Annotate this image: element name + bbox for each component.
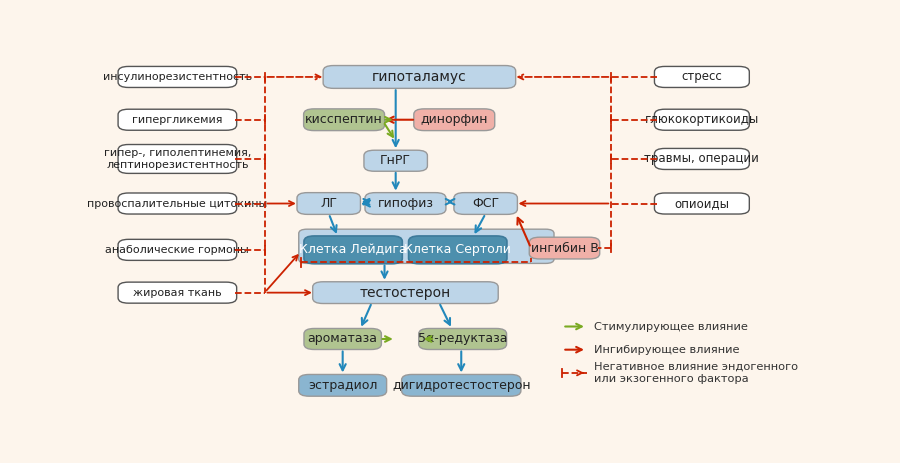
FancyBboxPatch shape	[312, 282, 499, 304]
FancyBboxPatch shape	[654, 149, 750, 169]
Text: стресс: стресс	[681, 70, 723, 83]
FancyBboxPatch shape	[409, 236, 507, 264]
Text: дигидротестостерон: дигидротестостерон	[392, 379, 531, 392]
Text: ЛГ: ЛГ	[320, 197, 338, 210]
Text: ФСГ: ФСГ	[472, 197, 500, 210]
Text: глюкокортикоиды: глюкокортикоиды	[644, 113, 759, 126]
FancyBboxPatch shape	[654, 193, 750, 214]
Text: 5α-редуктаза: 5α-редуктаза	[418, 332, 508, 345]
FancyBboxPatch shape	[414, 109, 495, 131]
FancyBboxPatch shape	[297, 193, 361, 214]
FancyBboxPatch shape	[118, 282, 237, 303]
Text: опиоиды: опиоиды	[674, 197, 729, 210]
Text: инсулинорезистентность: инсулинорезистентность	[103, 72, 252, 82]
FancyBboxPatch shape	[299, 229, 554, 263]
FancyBboxPatch shape	[118, 144, 237, 173]
Text: Ингибирующее влияние: Ингибирующее влияние	[594, 344, 739, 355]
FancyBboxPatch shape	[303, 109, 384, 131]
Text: динорфин: динорфин	[420, 113, 488, 126]
Text: травмы, операции: травмы, операции	[644, 152, 760, 165]
Text: ГнРГ: ГнРГ	[380, 154, 411, 167]
Text: кисспептин: кисспептин	[305, 113, 382, 126]
Text: провоспалительные цитокины: провоспалительные цитокины	[87, 199, 267, 208]
FancyBboxPatch shape	[454, 193, 518, 214]
FancyBboxPatch shape	[418, 328, 507, 350]
FancyBboxPatch shape	[299, 375, 387, 396]
Text: Негативное влияние эндогенного
или экзогенного фактора: Негативное влияние эндогенного или экзог…	[594, 362, 798, 384]
FancyBboxPatch shape	[529, 237, 599, 259]
Text: эстрадиол: эстрадиол	[308, 379, 377, 392]
Text: тестостерон: тестостерон	[360, 286, 451, 300]
FancyBboxPatch shape	[304, 236, 402, 264]
Text: Клетка Сертоли: Клетка Сертоли	[404, 244, 511, 257]
FancyBboxPatch shape	[654, 66, 750, 88]
FancyBboxPatch shape	[323, 66, 516, 88]
Text: Клетка Лейдига: Клетка Лейдига	[300, 244, 407, 257]
FancyBboxPatch shape	[118, 109, 237, 130]
FancyBboxPatch shape	[118, 66, 237, 88]
Text: гипоталамус: гипоталамус	[372, 70, 467, 84]
Text: жировая ткань: жировая ткань	[133, 288, 221, 298]
FancyBboxPatch shape	[364, 150, 428, 171]
Text: ароматаза: ароматаза	[308, 332, 378, 345]
Text: гипергликемия: гипергликемия	[132, 115, 222, 125]
Text: гипер-, гиполептинемия,
лептинорезистентность: гипер-, гиполептинемия, лептинорезистент…	[104, 148, 251, 170]
FancyBboxPatch shape	[118, 193, 237, 214]
FancyBboxPatch shape	[304, 328, 382, 350]
FancyBboxPatch shape	[401, 375, 521, 396]
FancyBboxPatch shape	[365, 193, 446, 214]
Text: гипофиз: гипофиз	[377, 197, 434, 210]
FancyBboxPatch shape	[654, 109, 750, 130]
FancyBboxPatch shape	[118, 239, 237, 260]
Text: анаболические гормоны: анаболические гормоны	[105, 245, 249, 255]
Text: ингибин В: ингибин В	[530, 242, 599, 255]
Text: Стимулирующее влияние: Стимулирующее влияние	[594, 321, 748, 332]
